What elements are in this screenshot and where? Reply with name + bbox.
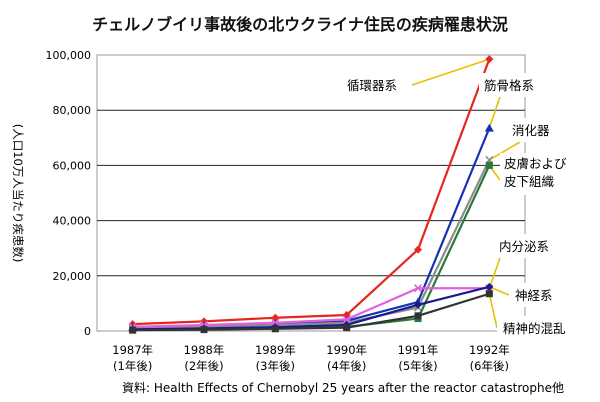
callout-label: 皮膚および [504,156,567,171]
data-point [485,282,494,291]
callout-leader [411,58,490,86]
x-tick-sublabel: (1年後) [113,359,152,373]
chart-title: チェルノブイリ事故後の北ウクライナ住民の疾病罹患状況 [92,15,508,34]
x-tick-label: 1991年 [398,343,439,357]
y-axis-ticks: 0 20,000 40,000 60,000 80,000 100,000 [46,49,92,338]
x-tick-label: 1987年 [112,343,153,357]
x-tick-label: 1989年 [255,343,296,357]
callout-leader [488,96,501,129]
y-axis-label: (人口10万人当たり疾患数) [11,124,25,263]
data-point [413,284,423,293]
data-point [343,324,351,332]
callout-box [506,118,562,142]
data-point [271,318,280,327]
callout-leader [489,286,510,296]
x-tick-sublabel: (2年後) [184,359,223,373]
x-tick-sublabel: (3年後) [256,359,295,373]
series-line-3 [132,159,491,330]
x-tick-label: 1988年 [184,343,225,357]
y-tick-label: 0 [84,325,91,338]
y-tick-label: 20,000 [53,270,92,283]
x-axis-ticks: 1987年 (1年後) 1988年 (2年後) 1989年 (3年後) 1990年 (4年後)… [112,343,509,373]
series-group [128,55,494,334]
y-tick-label: 60,000 [53,159,92,172]
callout-label: 神経系 [515,288,553,303]
data-point [271,325,279,333]
data-point [485,290,493,298]
x-tick-sublabel: (6年後) [470,359,509,373]
series-line-1 [132,58,491,326]
source-note: 資料: Health Effects of Chernobyl 25 years… [122,381,564,395]
callout-label: 内分泌系 [499,239,549,254]
callout-leader [488,141,521,161]
callout-label: 筋骨格系 [484,78,534,93]
callout-leader [488,293,498,329]
callout-box [500,153,564,195]
callout-label: 循環器系 [347,78,397,93]
callout-label: 皮下組織 [504,174,555,189]
x-tick-label: 1990年 [326,343,367,357]
x-tick-sublabel: (4年後) [327,359,366,373]
callout-box [479,73,543,97]
y-tick-label: 40,000 [53,215,92,228]
plot-area [96,54,526,332]
x-tick-label: 1992年 [469,343,510,357]
data-point [485,55,494,64]
data-point [200,326,208,334]
callout-label: 精神的混乱 [503,321,566,336]
data-point [414,312,422,320]
callout-box [509,283,563,307]
data-point [129,326,137,334]
data-point [342,315,351,324]
callout-box [497,316,579,340]
data-point [484,123,494,132]
data-point [414,300,422,309]
series-line-5 [132,287,490,328]
grid-lines [97,109,525,277]
annotation-leaders [411,58,521,329]
callout-box [494,234,560,258]
callout-label: 消化器 [512,123,550,138]
data-point [485,161,493,169]
series-line-7 [132,292,490,332]
y-tick-label: 100,000 [46,49,92,62]
data-point [414,245,422,254]
callout-leader [488,257,501,289]
x-tick-sublabel: (5年後) [398,359,437,373]
callout-box [338,73,412,97]
y-tick-label: 80,000 [53,104,92,117]
